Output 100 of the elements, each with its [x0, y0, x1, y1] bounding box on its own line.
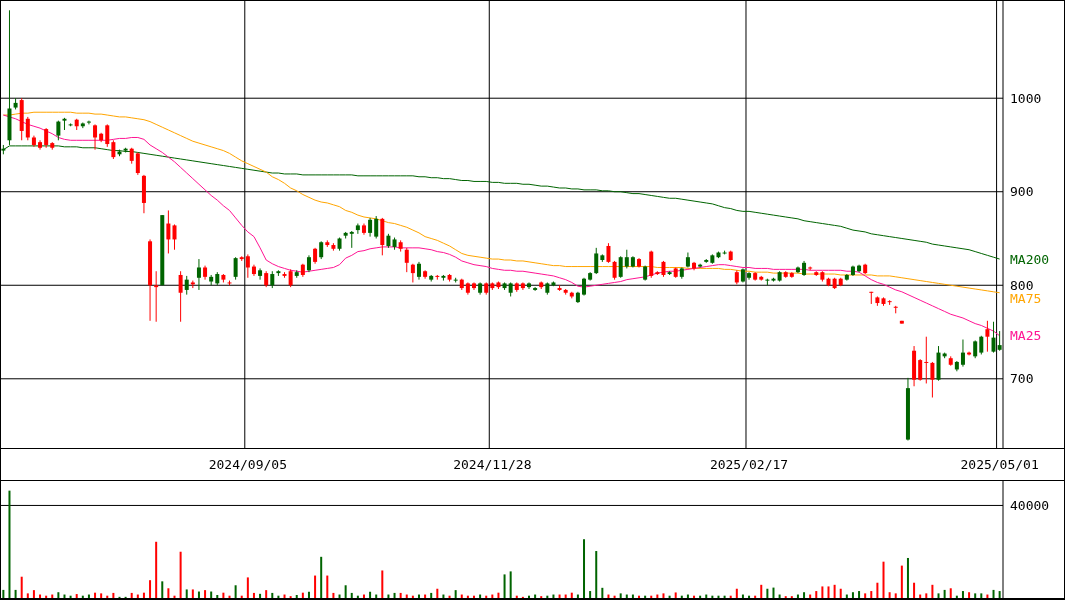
- bar: [320, 556, 323, 598]
- y-tick-label: 800: [1010, 277, 1034, 293]
- bar: [980, 593, 983, 598]
- bar: [851, 592, 854, 598]
- bar: [295, 594, 298, 598]
- bar: [662, 593, 665, 598]
- candlestick: [56, 120, 61, 141]
- candlestick: [918, 358, 923, 382]
- bar: [436, 588, 439, 598]
- bar: [870, 591, 873, 598]
- line-series: [2, 111, 1001, 294]
- candlestick: [245, 253, 250, 279]
- bar: [888, 592, 891, 598]
- bar: [142, 592, 145, 598]
- bar: [882, 561, 885, 598]
- candlestick: [172, 223, 177, 251]
- bar: [894, 593, 897, 598]
- candlestick: [258, 267, 263, 281]
- candlestick: [997, 330, 1002, 352]
- bar: [430, 592, 433, 598]
- bar: [2, 589, 5, 598]
- bar: [210, 591, 213, 598]
- x-tick-label: 2025/05/01: [960, 456, 1039, 472]
- x-tick-label: 2024/11/28: [453, 456, 532, 472]
- candlestick: [533, 286, 538, 292]
- bar: [839, 588, 842, 598]
- series-label: MA75: [1010, 290, 1042, 306]
- bar: [619, 593, 622, 598]
- candlestick: [105, 123, 110, 148]
- bar: [925, 593, 928, 598]
- bar: [454, 590, 457, 598]
- candlestick: [25, 116, 30, 141]
- bar: [167, 588, 170, 598]
- candlestick: [924, 336, 929, 384]
- bar: [222, 592, 225, 598]
- bar: [583, 539, 586, 598]
- bar: [821, 586, 824, 598]
- series-label: MA25: [1010, 328, 1042, 344]
- candlestick: [979, 335, 984, 355]
- bar: [191, 589, 194, 598]
- bar: [589, 591, 592, 598]
- candlestick: [869, 291, 874, 305]
- bar: [155, 541, 158, 598]
- bar: [8, 490, 11, 598]
- bar: [570, 592, 573, 598]
- bar: [75, 594, 78, 598]
- bar: [112, 592, 115, 598]
- y-tick-label: 900: [1010, 184, 1034, 200]
- bar: [185, 589, 188, 598]
- bar: [14, 589, 17, 598]
- candlestick: [135, 151, 140, 176]
- y-tick-label: 1000: [1010, 90, 1042, 106]
- bar: [307, 591, 310, 598]
- bar: [20, 576, 23, 598]
- y-tick-label: 40000: [1010, 498, 1050, 513]
- candlestick: [196, 258, 201, 291]
- bar: [252, 592, 255, 598]
- bar: [246, 577, 249, 598]
- bar: [399, 592, 402, 598]
- x-tick-label: 2025/02/17: [709, 456, 789, 472]
- candlestick: [178, 270, 183, 323]
- candlestick: [374, 215, 379, 239]
- bar: [393, 592, 396, 598]
- candlestick: [44, 127, 49, 149]
- bar: [497, 592, 500, 598]
- candlestick: [154, 270, 159, 323]
- line-series: [2, 114, 1001, 337]
- bar: [204, 590, 207, 598]
- bar: [833, 584, 836, 598]
- candlestick: [410, 263, 415, 283]
- bar: [949, 588, 952, 598]
- bar: [931, 584, 934, 598]
- bar: [216, 594, 219, 598]
- bar: [827, 586, 830, 598]
- bar: [314, 575, 317, 598]
- bar: [943, 589, 946, 598]
- candlestick: [612, 260, 617, 281]
- bar: [271, 592, 274, 598]
- bar: [509, 571, 512, 598]
- candlestick: [985, 320, 990, 353]
- bar: [100, 593, 103, 598]
- bar: [992, 589, 995, 598]
- bar: [94, 592, 97, 598]
- candlestick: [991, 321, 996, 354]
- bar: [326, 575, 329, 598]
- bar: [149, 580, 152, 598]
- bar: [998, 591, 1001, 598]
- candlestick: [930, 361, 935, 398]
- bar: [57, 592, 60, 598]
- candlestick: [355, 223, 360, 235]
- bar: [350, 592, 353, 598]
- bar: [900, 565, 903, 598]
- bar: [864, 593, 867, 598]
- bar: [601, 587, 604, 598]
- bar: [968, 592, 971, 598]
- candlestick: [618, 255, 623, 279]
- candlestick: [111, 139, 116, 160]
- candlestick: [594, 247, 599, 275]
- candlestick: [404, 247, 409, 273]
- bar: [913, 582, 916, 598]
